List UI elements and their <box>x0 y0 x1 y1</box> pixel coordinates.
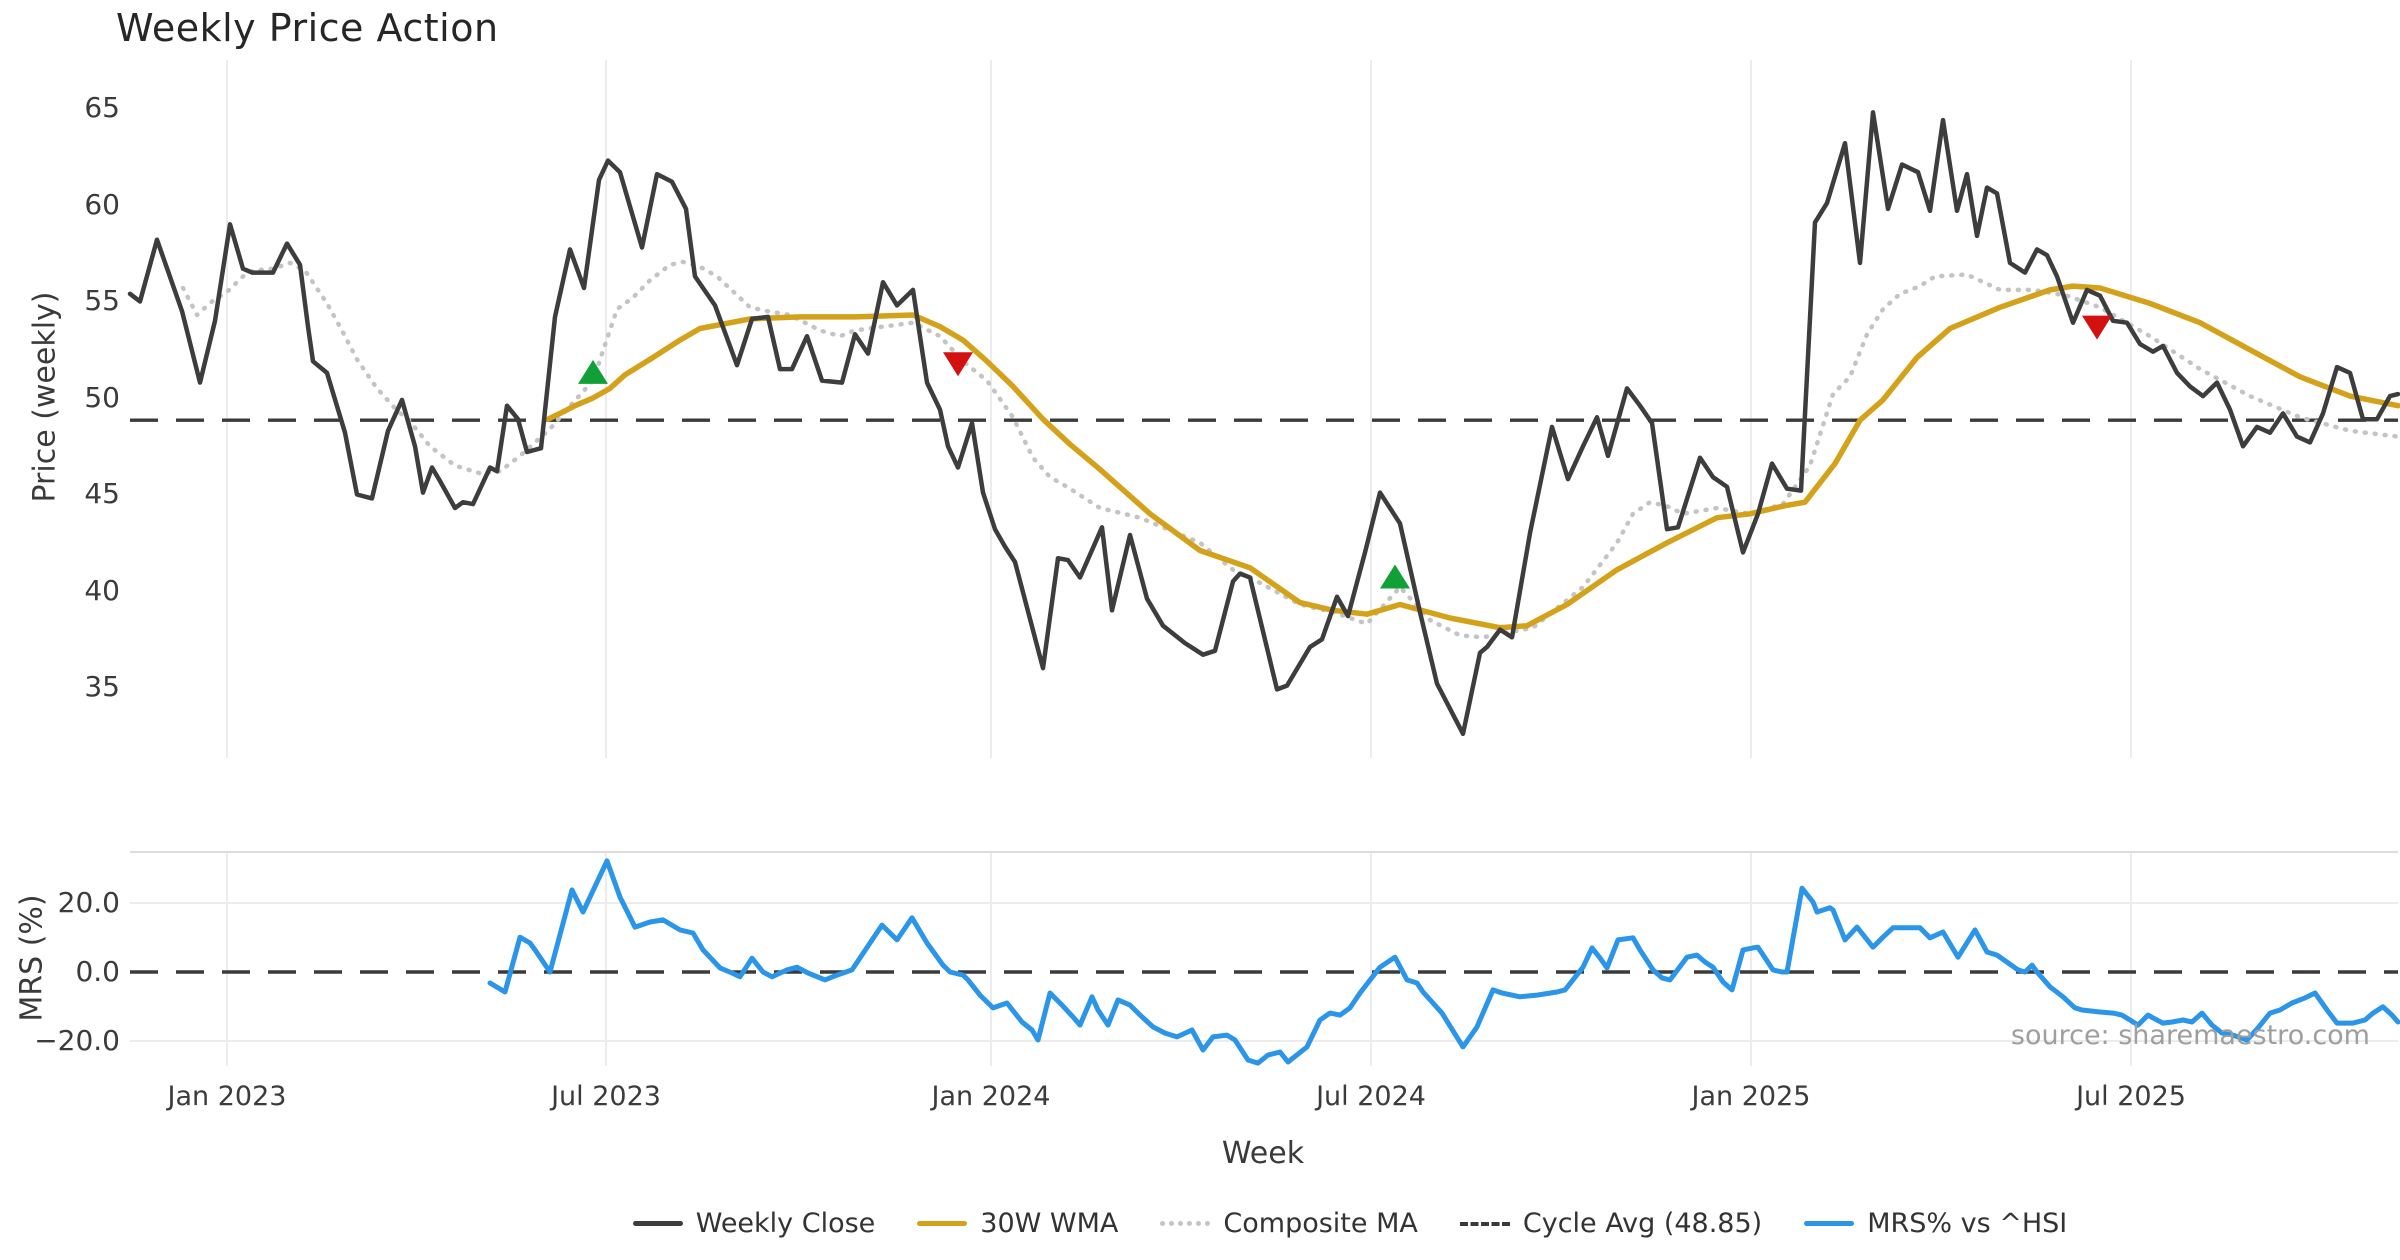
mrs-ytick-m20: −20.0 <box>34 1024 120 1057</box>
chart-legend: Weekly Close 30W WMA Composite MA Cycle … <box>0 1208 2400 1239</box>
legend-item-mrs: MRS% vs ^HSI <box>1804 1208 2067 1239</box>
price-ytick-55: 55 <box>84 284 120 317</box>
price-ytick-50: 50 <box>84 381 120 414</box>
weekly-close-line-swatch <box>632 1221 683 1226</box>
legend-item-weekly-close: Weekly Close <box>632 1208 876 1239</box>
xtick-jul-2023: Jul 2023 <box>551 1081 661 1112</box>
sell-signal-marker <box>2082 315 2112 340</box>
mrs-axis-label: MRS (%) <box>14 894 50 1022</box>
xtick-jul-2024: Jul 2024 <box>1316 1081 1426 1112</box>
xtick-jan-2025: Jan 2025 <box>1691 1081 1811 1112</box>
buy-signal-marker <box>1380 564 1410 589</box>
source-watermark: source: sharemaestro.com <box>2010 1020 2370 1051</box>
legend-label: MRS% vs ^HSI <box>1867 1208 2068 1239</box>
legend-item-cycle-avg: Cycle Avg (48.85) <box>1459 1208 1763 1239</box>
mrs-ytick-0: 0.0 <box>75 955 120 988</box>
wma-line-swatch <box>917 1221 968 1226</box>
sell-signal-marker <box>943 352 973 377</box>
legend-item-composite-ma: Composite MA <box>1160 1208 1418 1239</box>
mrs-ytick-20: 20.0 <box>57 886 120 919</box>
chart-title: Weekly Price Action <box>116 6 499 50</box>
cycle-avg-line-swatch <box>1459 1221 1510 1226</box>
legend-label: Composite MA <box>1223 1208 1418 1239</box>
xtick-jan-2023: Jan 2023 <box>167 1081 287 1112</box>
price-ytick-35: 35 <box>84 670 120 703</box>
xtick-jul-2025: Jul 2025 <box>2076 1081 2186 1112</box>
buy-signal-marker <box>578 359 608 384</box>
price-ytick-45: 45 <box>84 477 120 510</box>
legend-label: Weekly Close <box>695 1208 876 1239</box>
week-axis-label: Week <box>1221 1136 1305 1171</box>
price-ytick-60: 60 <box>84 188 120 221</box>
legend-item-30w-wma: 30W WMA <box>917 1208 1118 1239</box>
price-ytick-40: 40 <box>84 574 120 607</box>
price-axis-label: Price (weekly) <box>27 291 63 503</box>
price-ytick-65: 65 <box>84 91 120 124</box>
legend-label: Cycle Avg (48.85) <box>1522 1208 1763 1239</box>
mrs-line-swatch <box>1804 1221 1855 1226</box>
xtick-jan-2024: Jan 2024 <box>931 1081 1051 1112</box>
legend-label: 30W WMA <box>980 1208 1119 1239</box>
composite-ma-line-swatch <box>1160 1221 1211 1226</box>
